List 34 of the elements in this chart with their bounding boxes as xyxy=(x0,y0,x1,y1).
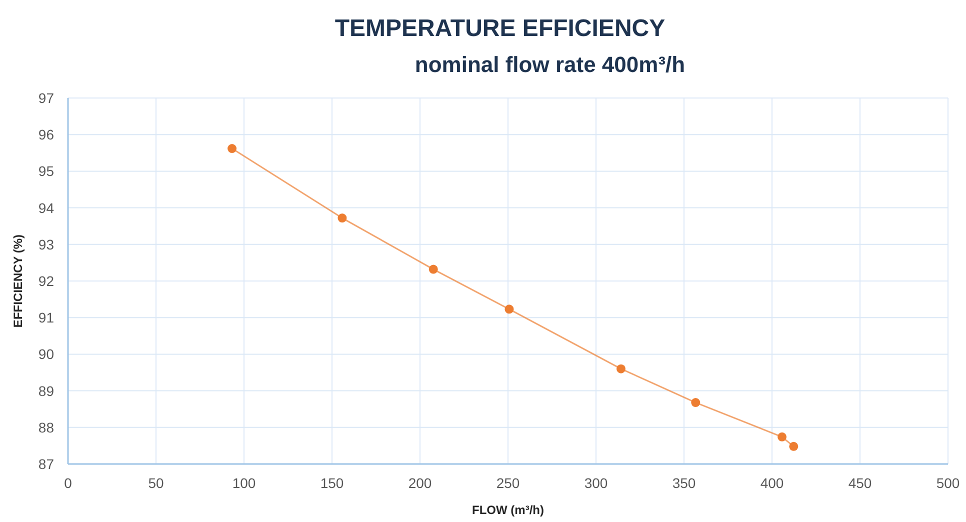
x-tick-label: 300 xyxy=(584,475,608,491)
y-tick-label: 88 xyxy=(38,419,54,436)
point xyxy=(338,214,347,223)
chart-subtitle: nominal flow rate 400m³/h xyxy=(414,52,686,77)
y-tick-label: 94 xyxy=(38,200,54,216)
y-tick-label: 95 xyxy=(38,163,54,180)
point xyxy=(428,264,438,274)
x-tick-label: 350 xyxy=(672,475,696,491)
y-tick-label: 91 xyxy=(38,310,54,326)
y-tick-label: 87 xyxy=(38,456,54,472)
x-tick-label: 450 xyxy=(848,475,872,491)
x-tick-label: 400 xyxy=(760,475,784,491)
x-tick-label: 100 xyxy=(232,475,256,491)
x-tick-label: 500 xyxy=(936,475,960,491)
point xyxy=(778,432,787,442)
x-tick-label: 150 xyxy=(320,475,344,491)
y-tick-label: 97 xyxy=(38,90,54,106)
y-tick-label: 93 xyxy=(38,236,54,252)
y-tick-label: 92 xyxy=(38,273,54,289)
x-tick-label: 200 xyxy=(408,475,432,491)
y-axis-title: EFFICIENCY (%) xyxy=(11,234,25,328)
x-axis-title: FLOW (m³/h) xyxy=(472,503,544,517)
y-tick-label: 89 xyxy=(38,382,54,399)
point xyxy=(789,442,798,451)
chart-title: TEMPERATURE EFFICIENCY xyxy=(334,15,666,42)
point xyxy=(504,304,514,314)
x-tick-label: 0 xyxy=(64,475,72,491)
y-tick-label: 96 xyxy=(38,126,54,143)
y-tick-label: 90 xyxy=(38,346,54,362)
x-tick-label: 50 xyxy=(148,475,164,491)
point xyxy=(228,144,237,154)
point xyxy=(616,364,626,374)
x-tick-label: 250 xyxy=(496,475,520,491)
point xyxy=(691,398,700,408)
